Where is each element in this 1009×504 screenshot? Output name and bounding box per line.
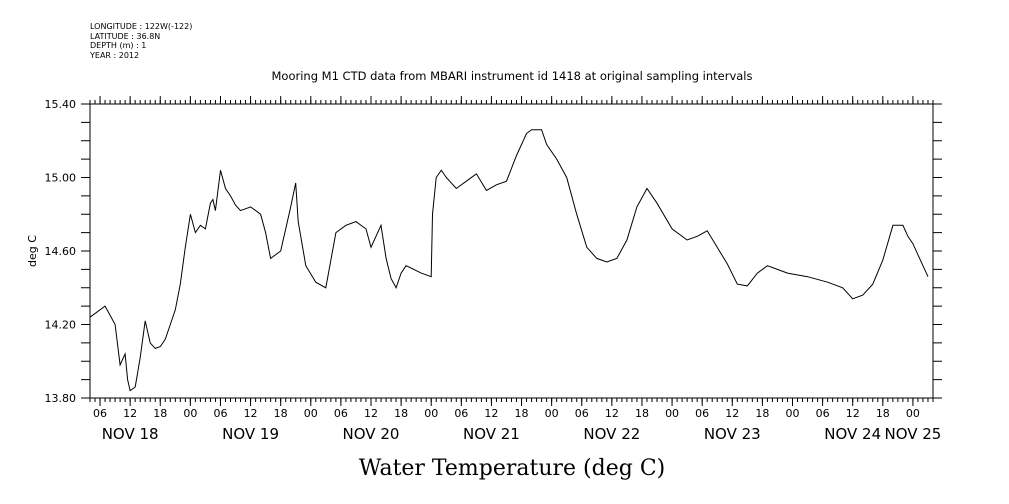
plot-frame — [89, 103, 934, 399]
chart-title: Mooring M1 CTD data from MBARI instrumen… — [272, 69, 753, 83]
x-tick-label: 12 — [484, 407, 498, 420]
x-tick-label: 18 — [274, 407, 288, 420]
depth-label: DEPTH (m) : 1 — [90, 41, 147, 50]
x-day-label: NOV 18 — [102, 425, 159, 443]
chart-caption: Water Temperature (deg C) — [359, 456, 666, 481]
metadata-block: LONGITUDE : 122W(-122) LATITUDE : 36.8N … — [90, 22, 192, 60]
x-tick-label: 18 — [394, 407, 408, 420]
x-tick-label: 00 — [183, 407, 197, 420]
x-tick-label: 12 — [244, 407, 258, 420]
temperature-series-line — [89, 129, 929, 392]
x-tick-label: 12 — [605, 407, 619, 420]
y-tick-label: 15.00 — [45, 172, 77, 185]
latitude-label: LATITUDE : 36.8N — [90, 31, 161, 41]
x-tick-label: 12 — [725, 407, 739, 420]
x-tick-label: 18 — [876, 407, 890, 420]
x-tick-label: 00 — [545, 407, 559, 420]
y-tick-label: 13.80 — [45, 392, 77, 405]
x-tick-label: 18 — [153, 407, 167, 420]
x-tick-label: 00 — [786, 407, 800, 420]
x-tick-label: 06 — [695, 407, 709, 420]
x-tick-label: 18 — [635, 407, 649, 420]
x-day-label: NOV 23 — [704, 425, 761, 443]
y-tick-label: 14.20 — [45, 319, 77, 332]
x-day-label: NOV 19 — [222, 425, 279, 443]
x-tick-label: 06 — [334, 407, 348, 420]
x-tick-label: 06 — [93, 407, 107, 420]
x-day-label: NOV 21 — [463, 425, 520, 443]
x-tick-label: 06 — [454, 407, 468, 420]
x-day-label: NOV 22 — [583, 425, 640, 443]
x-tick-label: 00 — [906, 407, 920, 420]
x-tick-label: 12 — [364, 407, 378, 420]
y-tick-label: 15.40 — [45, 98, 77, 111]
x-day-label: NOV 20 — [343, 425, 400, 443]
x-tick-label: 06 — [816, 407, 830, 420]
y-tick-labels: 13.80 14.20 14.60 15.00 15.40 — [45, 98, 77, 405]
x-tick-label: 00 — [665, 407, 679, 420]
x-tick-label: 18 — [515, 407, 529, 420]
x-day-label: NOV 25 — [884, 425, 941, 443]
x-day-label: NOV 24 — [824, 425, 881, 443]
y-axis-label: deg C — [26, 235, 39, 267]
x-tick-label: 06 — [575, 407, 589, 420]
y-tick-label: 14.60 — [45, 245, 77, 258]
x-tick-label: 00 — [304, 407, 318, 420]
x-tick-label: 06 — [213, 407, 227, 420]
x-tick-label: 18 — [755, 407, 769, 420]
x-tick-labels: 06 12 18 00 06 12 18 00 06 12 18 00 06 12 18 00 06 12 18 00… — [93, 407, 920, 420]
x-tick-label: 00 — [424, 407, 438, 420]
day-labels: NOV 18 NOV 19 NOV 20 NOV 21 NOV 22 NOV 23 NOV … — [102, 425, 942, 443]
x-tick-label: 12 — [846, 407, 860, 420]
longitude-label: LONGITUDE : 122W(-122) — [90, 22, 193, 31]
year-label: YEAR : 2012 — [90, 50, 140, 60]
axis-ticks — [81, 96, 942, 406]
x-tick-label: 12 — [123, 407, 137, 420]
